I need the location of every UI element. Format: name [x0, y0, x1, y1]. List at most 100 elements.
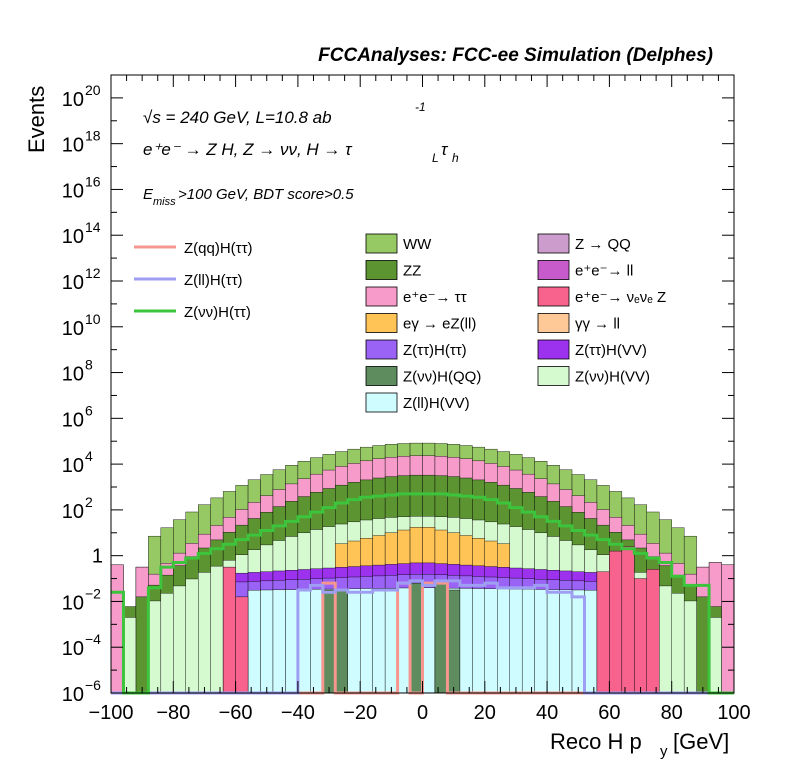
- stack-zllhvv-bar: [372, 588, 386, 694]
- stack-zz-bar: [135, 596, 149, 694]
- y-tick-base: 10: [62, 638, 84, 660]
- y-tick-exp: −6: [85, 677, 101, 693]
- y-tick-base: 10: [62, 592, 84, 614]
- y-tick-label: 10 −6: [62, 677, 101, 706]
- x-tick-label: 100: [717, 702, 750, 724]
- y-tick-base: 1: [92, 546, 103, 568]
- x-tick-label: −60: [219, 702, 253, 724]
- stack-znunuhvv-bar: [659, 585, 672, 694]
- x-tick-label: 60: [598, 702, 620, 724]
- x-axis-label-sub: y: [660, 743, 668, 760]
- stack-znunuhvv-bar: [123, 617, 137, 694]
- legend-label: Z → QQ: [575, 236, 631, 253]
- legend-swatch: [537, 233, 570, 254]
- x-axis-label: Reco H p y [GeV]: [550, 729, 729, 760]
- y-tick-exp: 6: [85, 402, 93, 418]
- y-tick-label: 10 −2: [62, 585, 101, 614]
- x-tick-label: 20: [474, 702, 496, 724]
- stack-znunuhvv-bar: [683, 600, 697, 694]
- legend-signal-label: Z(qq)H(ττ): [184, 240, 253, 257]
- stack-znunuhvv-bar: [173, 585, 186, 694]
- stack-zllhvv-bar: [497, 588, 510, 694]
- stack-zllhvv-bar: [584, 589, 598, 694]
- legend-label: e⁺e⁻→ ττ: [403, 289, 467, 306]
- y-tick-exp: 4: [85, 448, 93, 464]
- stacked-histograms: [110, 442, 735, 694]
- stack-zllhvv-bar: [397, 587, 411, 694]
- legend-swatch: [365, 260, 398, 280]
- stack-znunuhvv-bar: [185, 578, 199, 694]
- y-tick-base: 10: [62, 364, 84, 386]
- x-tick-label: 80: [661, 702, 683, 724]
- process-tau2: τ: [441, 140, 449, 159]
- legend-swatch: [537, 286, 570, 307]
- stack-znunuhvv-bar: [671, 593, 685, 694]
- axes: −100 −80 −60 −40 −20 0 20 40 60 80 10010−610−410−2…: [62, 75, 751, 724]
- stack-zz-bar: [696, 596, 710, 694]
- stack-zllhvv-bar: [459, 588, 473, 694]
- legend-swatch: [365, 366, 398, 386]
- legend-label: Z(ττ)H(ττ): [403, 342, 467, 359]
- stack-ee-nunuz-bar: [621, 546, 635, 694]
- y-tick-base: 10: [62, 272, 84, 294]
- legend-signal-label: Z(ll)H(ττ): [184, 272, 243, 289]
- y-tick-label: 10 10: [62, 311, 101, 340]
- y-tick-base: 10: [62, 135, 84, 157]
- legend-label: Z(ττ)H(VV): [575, 342, 647, 359]
- stack-ee-nunuz-bar: [235, 596, 249, 694]
- y-tick-label: 10 −4: [62, 631, 101, 660]
- stack-zllhvv-bar: [546, 589, 560, 694]
- y-tick-label: 10 6: [62, 402, 93, 431]
- y-tick-exp: 12: [85, 265, 101, 281]
- legend-swatch: [537, 260, 570, 280]
- stack-zllhvv-bar: [571, 589, 585, 694]
- legend-swatch: [537, 366, 570, 386]
- stack-zllhvv-bar: [534, 589, 548, 694]
- stack-zllhvv-bar: [260, 589, 274, 694]
- stack-zllhvv-bar: [384, 587, 398, 694]
- y-tick-exp: 16: [85, 173, 101, 189]
- legend-label: eγ → eZ(ll): [403, 316, 476, 333]
- y-tick-exp: 10: [85, 311, 101, 327]
- y-tick-label: 10 12: [62, 265, 101, 294]
- legend-swatch: [365, 286, 398, 307]
- stack-zllhvv-bar: [422, 587, 436, 694]
- y-tick-base: 10: [62, 409, 84, 431]
- process-sub1: L: [432, 151, 439, 165]
- energy-text: √s = 240 GeV, L=10.8 ab: [143, 108, 332, 127]
- stack-ee-tautau-bar: [110, 564, 124, 694]
- legend-swatch: [365, 313, 398, 333]
- cuts-prefix: E: [143, 186, 154, 203]
- y-tick-base: 10: [62, 226, 84, 248]
- chart-title: FCCAnalyses: FCC-ee Simulation (Delphes): [318, 45, 713, 66]
- process-sub2: h: [452, 151, 459, 165]
- legend-label: e⁺e⁻→ νₑνₑ Z: [575, 289, 666, 306]
- legend-label: γγ → ll: [575, 316, 620, 333]
- legend-label: Z(ll)H(VV): [403, 395, 470, 412]
- stack-ee-tautau-bar: [721, 564, 735, 694]
- legend-swatch: [365, 392, 398, 413]
- legend-swatch: [365, 233, 398, 254]
- stack-zllhvv-bar: [484, 588, 498, 694]
- y-tick-label: 10 2: [62, 494, 93, 523]
- stack-znunuhvv-bar: [198, 572, 211, 694]
- signal-line: [111, 492, 734, 695]
- y-tick-base: 10: [62, 318, 84, 340]
- x-axis-label-unit: [GeV]: [673, 729, 729, 754]
- y-tick-label: 10 14: [62, 219, 101, 248]
- legend-swatch: [537, 313, 570, 333]
- stack-ee-nunuz-bar: [646, 569, 660, 694]
- stack-zllhvv-bar: [521, 589, 535, 694]
- y-tick-exp: −4: [85, 631, 101, 647]
- x-tick-label: −80: [156, 702, 190, 724]
- stack-znunuhqq-bar: [447, 589, 461, 694]
- annotation-energy: √s = 240 GeV, L=10.8 ab -1: [143, 100, 426, 127]
- process-text: e⁺e⁻ → Z H, Z → νν, H → τ: [143, 140, 353, 159]
- stack-zllhvv-bar: [247, 589, 261, 694]
- stack-ee-nunuz-bar: [596, 571, 610, 694]
- legend-label: Z(νν)H(QQ): [403, 369, 481, 386]
- y-tick-exp: 18: [85, 128, 101, 144]
- y-axis-label: Events: [24, 86, 49, 153]
- stack-zllhvv-bar: [310, 589, 324, 694]
